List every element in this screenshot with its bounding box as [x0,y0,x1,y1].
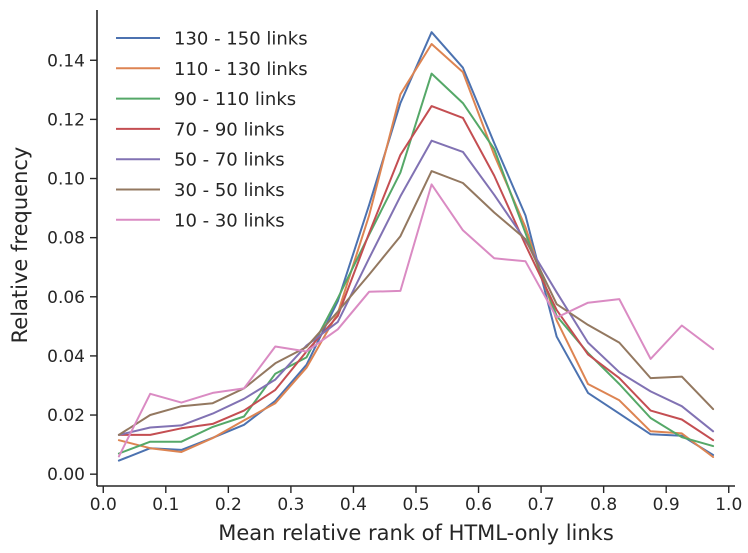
x-tick-label: 0.5 [402,495,429,515]
y-tick-label: 0.12 [47,110,85,130]
legend-label-4: 70 - 90 links [174,119,285,140]
x-tick-label: 0.6 [465,495,492,515]
x-tick-label: 0.2 [215,495,242,515]
series-line-4 [117,105,715,442]
legend: 130 - 150 links 110 - 130 links 90 - 110 l… [116,29,308,231]
x-tick-label: 0.1 [152,495,179,515]
legend-label-6: 30 - 50 links [174,180,285,201]
y-tick-label: 0.10 [47,170,85,190]
series-line-6 [117,170,715,436]
x-axis-label: Mean relative rank of HTML-only links [218,521,614,545]
x-tick-label: 0.9 [653,495,680,515]
axes: 0.0 0.1 0.2 0.3 0.4 0.5 0.6 0.7 0.8 0.9 1.0 0.00 0.0… [47,10,742,515]
legend-label-1: 130 - 150 links [174,29,308,50]
legend-label-3: 90 - 110 links [174,89,296,110]
series-line-2 [117,43,715,458]
x-tick-label: 1.0 [715,495,742,515]
y-tick-label: 0.04 [47,347,85,367]
x-tick-label: 0.3 [277,495,304,515]
legend-label-2: 110 - 130 links [174,59,308,80]
legend-label-5: 50 - 70 links [174,150,285,171]
x-tick-label: 0.7 [528,495,555,515]
y-tick-label: 0.00 [47,465,85,485]
y-axis-label: Relative frequency [8,147,32,344]
y-tick-label: 0.06 [47,288,85,308]
series-line-5 [117,139,715,436]
x-tick-label: 0.8 [590,495,617,515]
series-line-3 [117,72,715,455]
series-layer [117,31,715,462]
legend-label-7: 10 - 30 links [174,210,285,231]
y-tick-label: 0.02 [47,406,85,426]
x-tick-label: 0.4 [340,495,367,515]
y-tick-label: 0.08 [47,229,85,249]
x-tick-label: 0.0 [90,495,117,515]
y-tick-label: 0.14 [47,51,85,71]
series-line-7 [117,183,715,458]
